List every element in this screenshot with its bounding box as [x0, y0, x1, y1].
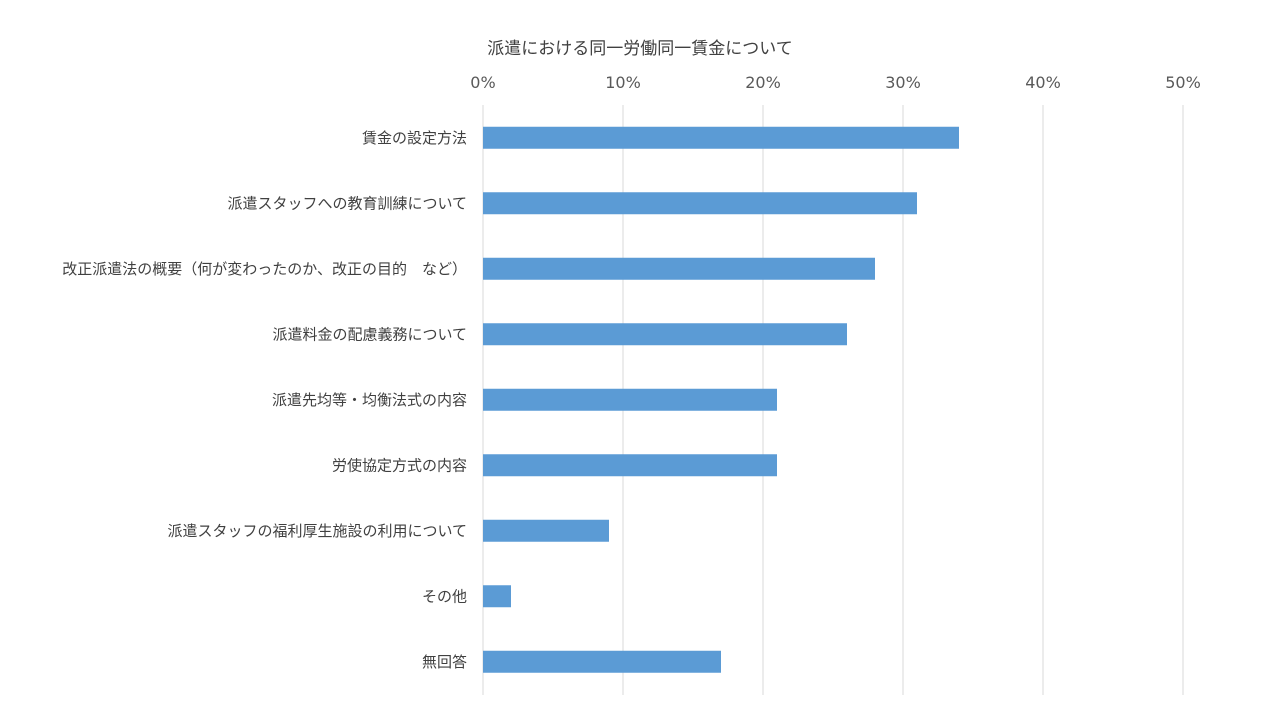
- category-label: 派遣スタッフへの教育訓練について: [227, 194, 467, 212]
- bar: [483, 257, 875, 280]
- category-label: 派遣先均等・均衡法式の内容: [272, 391, 467, 409]
- bar: [483, 388, 777, 411]
- x-tick-label: 0%: [470, 73, 495, 92]
- x-tick-label: 30%: [885, 73, 921, 92]
- category-label: 無回答: [422, 653, 467, 671]
- bar: [483, 585, 511, 608]
- bar: [483, 126, 959, 149]
- category-label: 派遣スタッフの福利厚生施設の利用について: [167, 522, 467, 540]
- category-label: 賃金の設定方法: [362, 129, 467, 147]
- category-label: 労使協定方式の内容: [332, 456, 467, 474]
- x-tick-label: 40%: [1025, 73, 1061, 92]
- chart-title: 派遣における同一労働同一賃金について: [487, 39, 793, 59]
- bar: [483, 519, 609, 542]
- category-label: 派遣料金の配慮義務について: [272, 325, 467, 343]
- category-labels: 賃金の設定方法派遣スタッフへの教育訓練について改正派遣法の概要（何が変わったのか…: [62, 129, 467, 671]
- category-label: その他: [422, 587, 467, 605]
- bar: [483, 454, 777, 477]
- bar: [483, 323, 847, 346]
- bar: [483, 650, 721, 673]
- x-tick-label: 20%: [745, 73, 781, 92]
- bar: [483, 192, 917, 215]
- x-tick-label: 50%: [1165, 73, 1201, 92]
- x-axis-ticks: 0% 10% 20% 30% 40% 50%: [470, 73, 1200, 92]
- category-label: 改正派遣法の概要（何が変わったのか、改正の目的 など）: [62, 260, 467, 278]
- bars: [483, 126, 959, 673]
- x-tick-label: 10%: [605, 73, 641, 92]
